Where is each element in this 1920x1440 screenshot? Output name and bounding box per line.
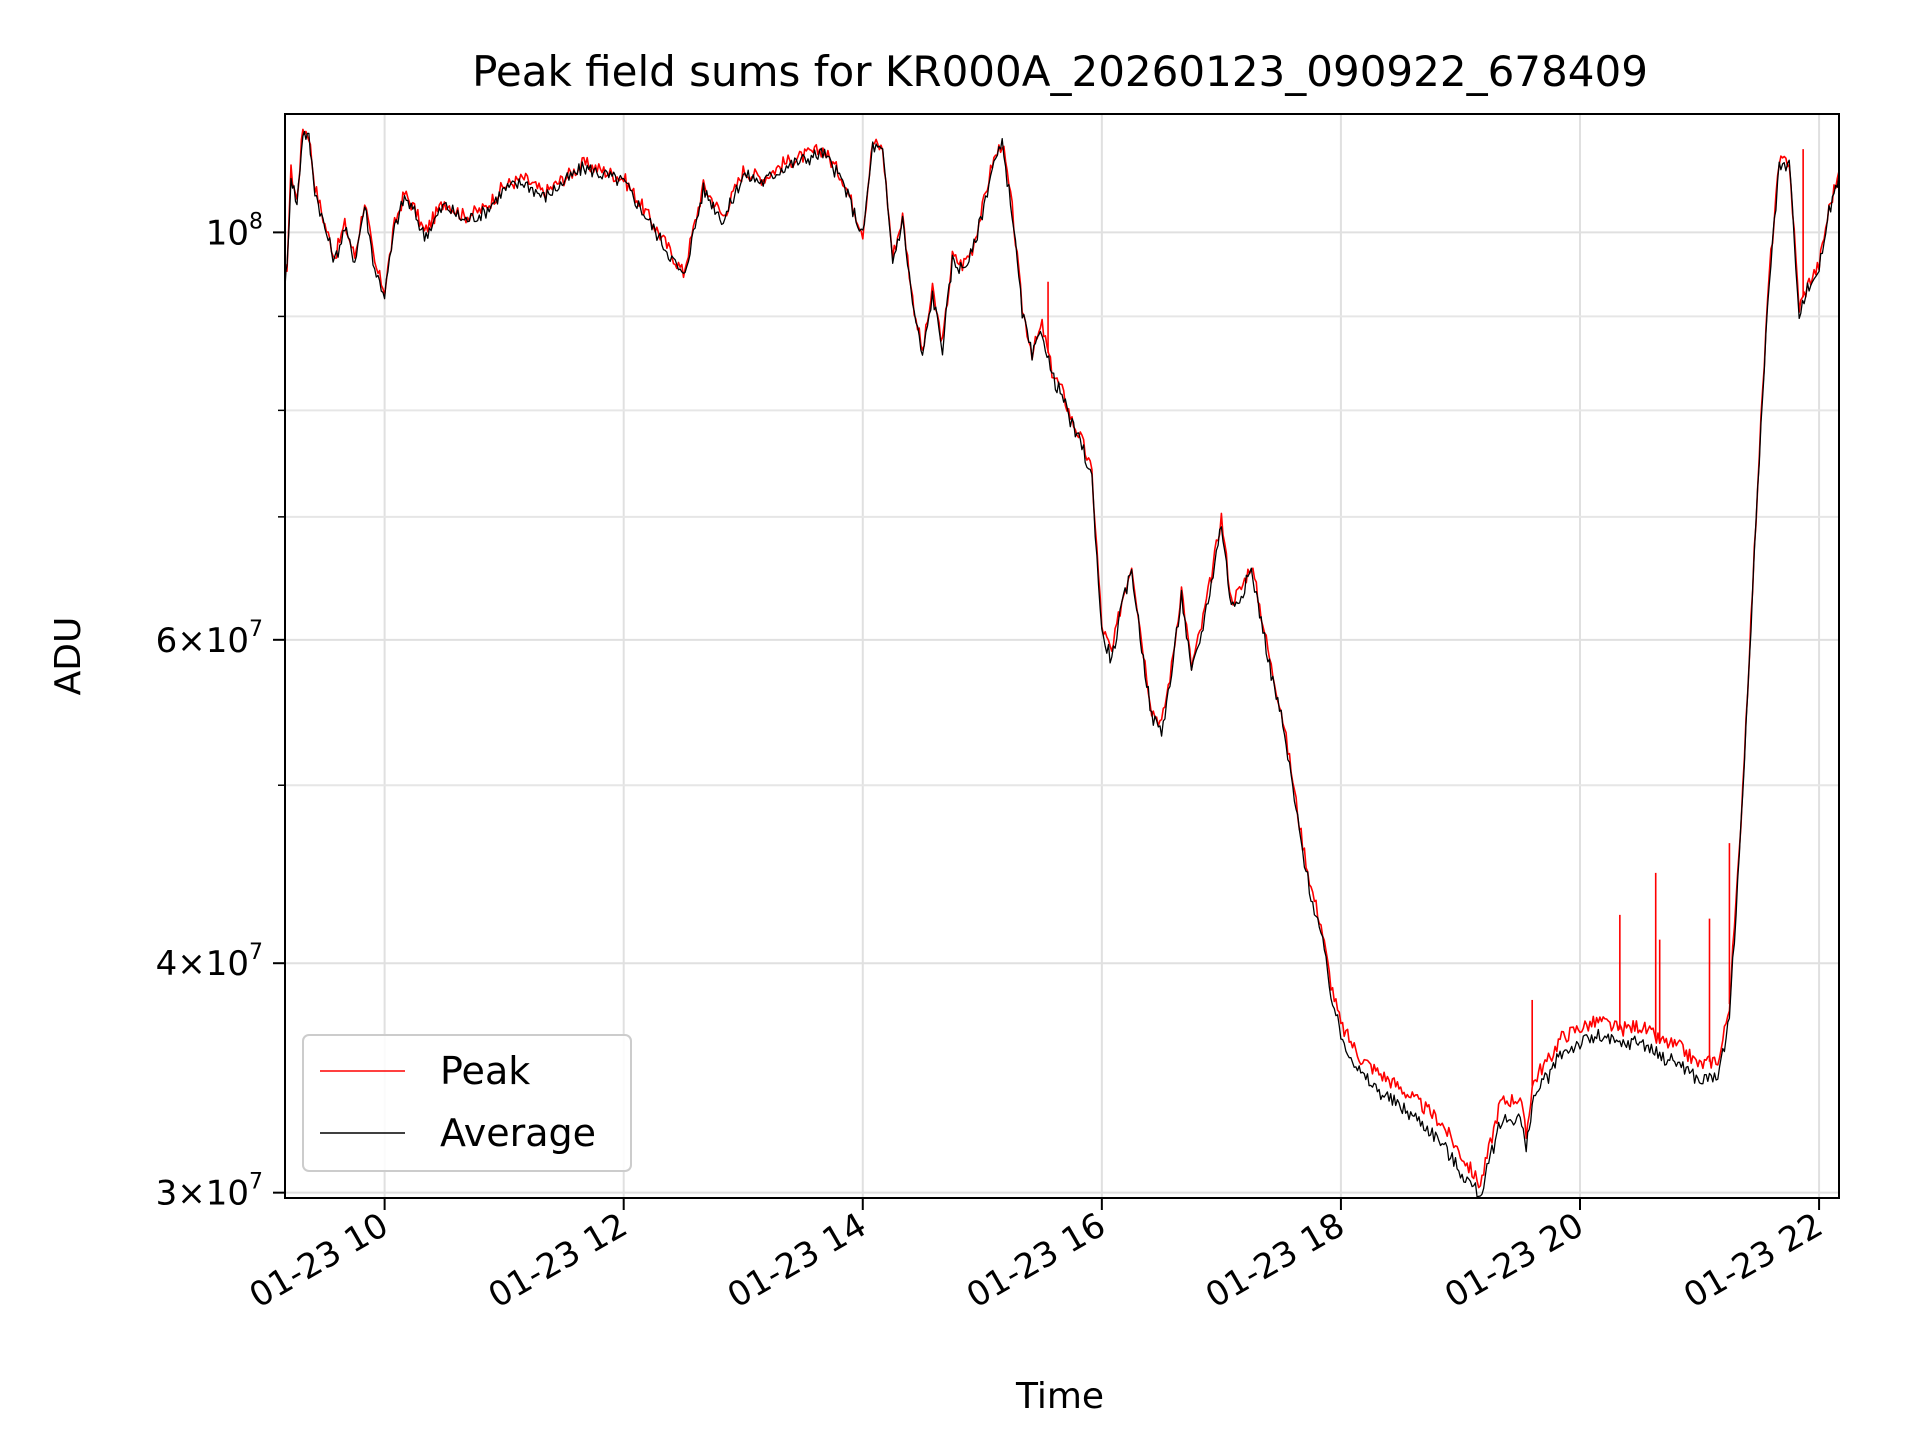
y-tick-label: 4×107: [156, 940, 263, 984]
y-tick-label: 6×107: [156, 617, 263, 661]
y-tick-label: 108: [206, 209, 263, 253]
y-tick-label: 3×107: [156, 1170, 263, 1214]
grid: [285, 114, 1839, 1198]
plot-frame: [284, 113, 1840, 1199]
legend-label-peak: Peak: [440, 1049, 530, 1093]
legend: Peak Average: [302, 1034, 632, 1172]
legend-box: [302, 1034, 632, 1172]
series-line-peak: [284, 128, 1840, 1189]
series-line-average: [284, 130, 1840, 1198]
legend-label-average: Average: [440, 1111, 596, 1155]
chart-title: Peak field sums for KR000A_20260123_0909…: [472, 47, 1648, 96]
y-axis-label: ADU: [48, 617, 89, 696]
x-axis-label: Time: [1015, 1376, 1104, 1417]
series-layer: [284, 128, 1840, 1198]
